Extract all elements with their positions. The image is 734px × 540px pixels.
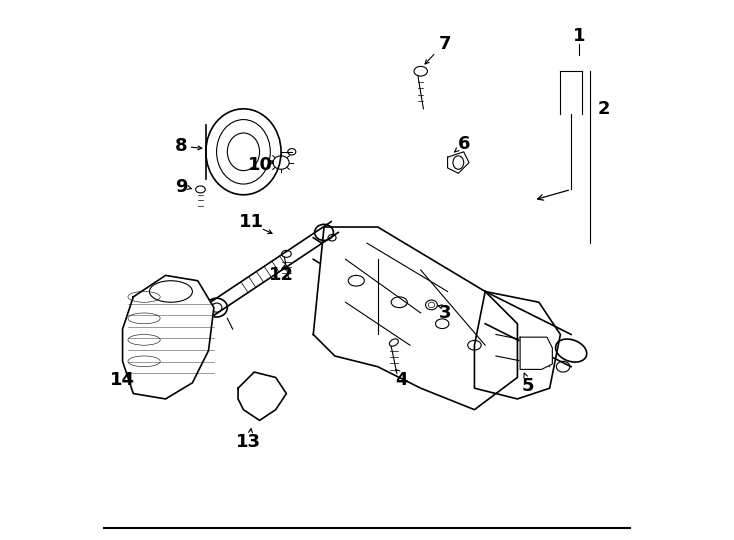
Polygon shape bbox=[474, 292, 560, 399]
Text: 10: 10 bbox=[248, 156, 273, 174]
Text: 12: 12 bbox=[269, 266, 294, 285]
Polygon shape bbox=[448, 152, 469, 173]
Polygon shape bbox=[520, 337, 553, 369]
Text: 7: 7 bbox=[439, 35, 451, 53]
Text: 5: 5 bbox=[522, 376, 534, 395]
Text: 3: 3 bbox=[439, 304, 451, 322]
Text: 13: 13 bbox=[236, 433, 261, 451]
Text: 8: 8 bbox=[175, 138, 188, 156]
Polygon shape bbox=[313, 227, 517, 410]
Polygon shape bbox=[123, 275, 214, 399]
Text: 9: 9 bbox=[175, 178, 188, 195]
Text: 2: 2 bbox=[597, 100, 610, 118]
Polygon shape bbox=[238, 372, 286, 421]
Text: 11: 11 bbox=[239, 213, 264, 231]
Text: 1: 1 bbox=[573, 28, 586, 45]
Text: 4: 4 bbox=[396, 371, 408, 389]
Text: 14: 14 bbox=[110, 371, 135, 389]
Text: 6: 6 bbox=[457, 135, 470, 153]
